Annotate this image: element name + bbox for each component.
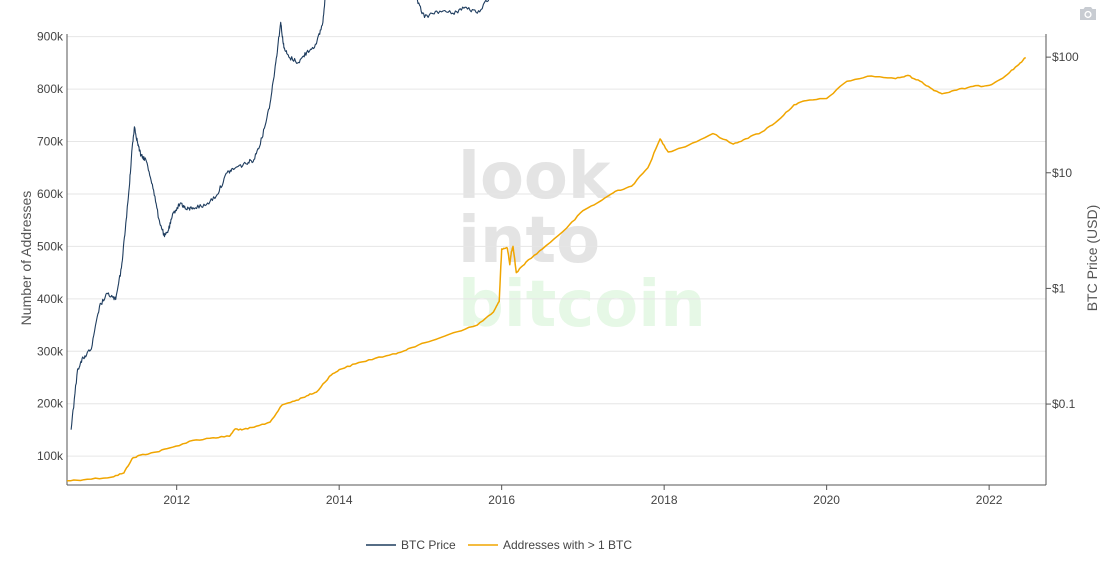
- legend-label: BTC Price: [401, 538, 456, 552]
- grid: [67, 36, 1046, 457]
- y-left-tick-label: 300k: [37, 344, 64, 358]
- y-right-tick-label: $1: [1052, 281, 1066, 295]
- y-left-tick-label: 100k: [37, 449, 64, 463]
- series-layer: [67, 0, 1027, 482]
- y-left-tick-label: 700k: [37, 135, 64, 149]
- x-tick-label: 2018: [651, 493, 678, 507]
- y-left-tick-label: 900k: [37, 30, 64, 44]
- legend: BTC Price Addresses with > 1 BTC: [366, 538, 632, 552]
- y-left-tick-label: 800k: [37, 82, 64, 96]
- y-left-tick-label: 200k: [37, 397, 64, 411]
- x-tick-label: 2016: [488, 493, 515, 507]
- x-tick-label: 2020: [813, 493, 840, 507]
- x-tick-label: 2012: [163, 493, 190, 507]
- legend-label: Addresses with > 1 BTC: [503, 538, 632, 552]
- y-left-tick-label: 400k: [37, 292, 64, 306]
- camera-icon[interactable]: [1079, 5, 1097, 21]
- y-left-tick-label: 500k: [37, 239, 64, 253]
- watermark: look into bitcoin: [458, 140, 706, 342]
- addresses-line: [67, 56, 1027, 482]
- y-left-tick-label: 600k: [37, 187, 64, 201]
- legend-item: BTC Price: [366, 538, 456, 552]
- y-left-axis-title: Number of Addresses: [18, 191, 34, 326]
- btc-price-line: [70, 0, 490, 430]
- y-right-tick-label: $0.1: [1052, 397, 1076, 411]
- y-right-tick-label: $10: [1052, 166, 1072, 180]
- legend-item: Addresses with > 1 BTC: [468, 538, 632, 552]
- watermark-line-1: look: [458, 140, 612, 214]
- x-tick-label: 2014: [326, 493, 353, 507]
- axes: 100k 200k 300k 400k 500k 600k 700k 800k 900k 2012…: [37, 30, 1079, 507]
- y-right-axis-title: BTC Price (USD): [1084, 205, 1100, 312]
- y-right-tick-label: $100: [1052, 50, 1079, 64]
- x-tick-label: 2022: [976, 493, 1003, 507]
- watermark-line-3: bitcoin: [458, 268, 706, 342]
